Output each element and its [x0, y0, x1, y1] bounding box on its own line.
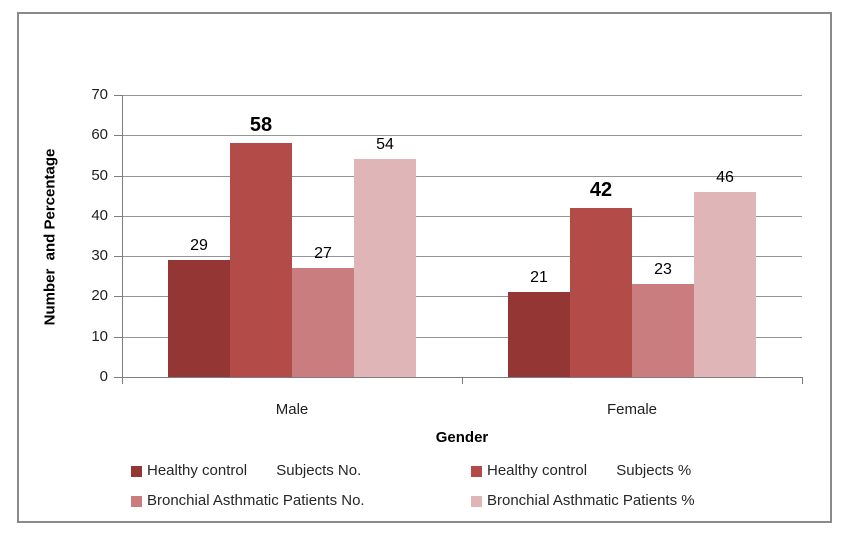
- legend-label-series-4: Bronchial Asthmatic Patients %: [487, 492, 695, 509]
- bar-female-series-1: [508, 292, 570, 377]
- bar-female-series-4: [694, 192, 756, 377]
- category-label-male: Male: [275, 401, 309, 418]
- y-tick-50: [114, 176, 122, 177]
- y-axis-line: [122, 95, 123, 377]
- bar-label-male-series-4: 54: [376, 136, 394, 153]
- x-tick-1: [462, 378, 463, 384]
- legend-label-series-1: Healthy control Subjects No.: [147, 462, 362, 479]
- gridline-50: [122, 176, 802, 177]
- legend-marker-icon: [131, 495, 142, 507]
- gridline-40: [122, 216, 802, 217]
- legend-item-series-2: Healthy control Subjects %: [471, 463, 691, 479]
- gridline-70: [122, 95, 802, 96]
- bar-label-male-series-3: 27: [314, 245, 332, 262]
- legend-item-series-4: Bronchial Asthmatic Patients %: [471, 493, 695, 509]
- y-tick-60: [114, 135, 122, 136]
- y-tick-label-20: 20: [91, 287, 108, 304]
- y-tick-label-50: 50: [91, 167, 108, 184]
- bar-female-series-3: [632, 284, 694, 377]
- bar-male-series-2: [230, 143, 292, 377]
- legend-marker-icon: [471, 465, 482, 477]
- y-tick-label-10: 10: [91, 328, 108, 345]
- y-tick-label-0: 0: [99, 368, 108, 385]
- x-axis-title: Gender: [435, 429, 489, 446]
- x-axis-line: [122, 377, 803, 378]
- legend-marker-icon: [131, 465, 142, 477]
- bar-female-series-2: [570, 208, 632, 377]
- x-tick-0: [122, 378, 123, 384]
- category-label-female: Female: [606, 401, 658, 418]
- y-tick-label-40: 40: [91, 207, 108, 224]
- y-tick-10: [114, 337, 122, 338]
- bar-label-female-series-4: 46: [716, 169, 734, 186]
- legend-item-series-3: Bronchial Asthmatic Patients No.: [131, 493, 365, 509]
- y-tick-70: [114, 95, 122, 96]
- bar-label-female-series-1: 21: [530, 269, 548, 286]
- bar-label-male-series-2: 58: [249, 114, 273, 136]
- gridline-20: [122, 296, 802, 297]
- y-tick-0: [114, 377, 122, 378]
- x-tick-2: [802, 378, 803, 384]
- legend-label-series-3: Bronchial Asthmatic Patients No.: [147, 492, 365, 509]
- y-tick-label-60: 60: [91, 126, 108, 143]
- y-axis-title: Number and Percentage: [41, 148, 59, 326]
- y-tick-30: [114, 256, 122, 257]
- y-tick-20: [114, 296, 122, 297]
- bar-male-series-1: [168, 260, 230, 377]
- y-tick-label-30: 30: [91, 247, 108, 264]
- bar-label-female-series-2: 42: [589, 179, 613, 201]
- legend-marker-icon: [471, 495, 482, 507]
- legend-item-series-1: Healthy control Subjects No.: [131, 463, 361, 479]
- bar-label-female-series-3: 23: [654, 261, 672, 278]
- gridline-10: [122, 337, 802, 338]
- bar-male-series-3: [292, 268, 354, 377]
- bar-male-series-4: [354, 159, 416, 377]
- bar-label-male-series-1: 29: [190, 237, 208, 254]
- y-tick-40: [114, 216, 122, 217]
- gridline-30: [122, 256, 802, 257]
- legend-label-series-2: Healthy control Subjects %: [487, 462, 692, 479]
- y-tick-label-70: 70: [91, 86, 108, 103]
- gridline-60: [122, 135, 802, 136]
